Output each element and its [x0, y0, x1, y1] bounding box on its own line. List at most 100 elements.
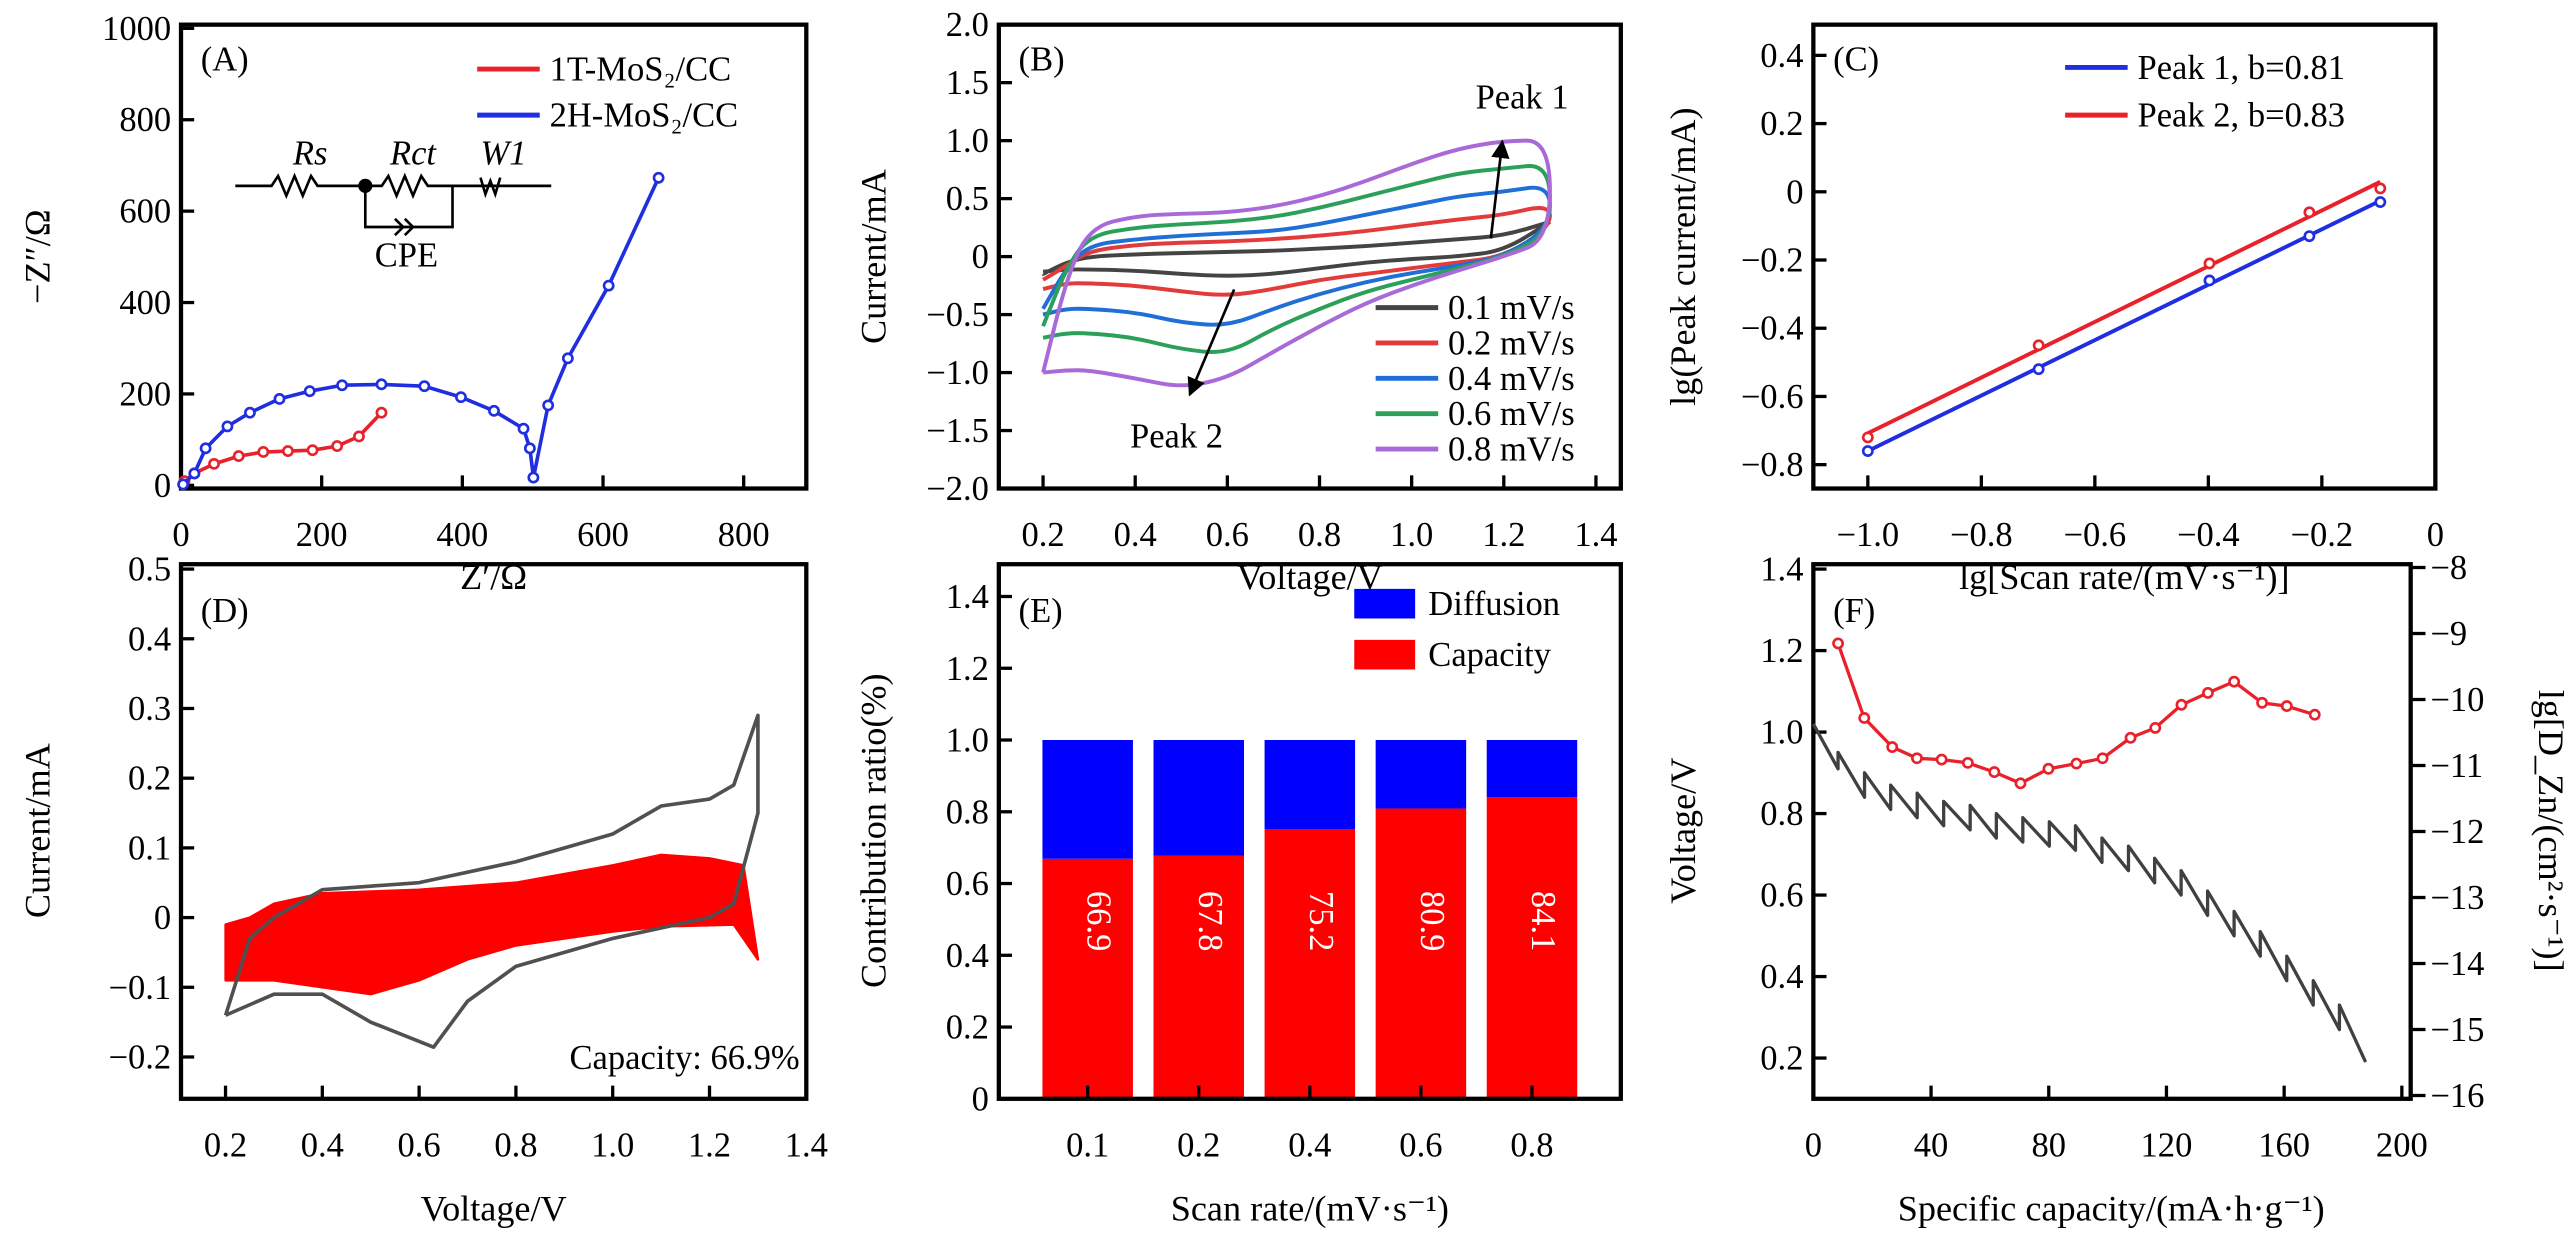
- data-point: [306, 444, 319, 457]
- x-tick-label: 0.6: [1399, 1126, 1442, 1164]
- panel-label: (F): [1833, 592, 1875, 630]
- y-tick-label: 200: [119, 375, 171, 413]
- y-tick-label: 800: [119, 101, 171, 139]
- legend-item-label: 0.2 mV/s: [1448, 324, 1575, 362]
- x-tick-label: 1.4: [1574, 516, 1617, 554]
- bar-capacity: [1153, 855, 1245, 1099]
- y-tick-label: −0.6: [1741, 378, 1804, 416]
- data-point: [2256, 696, 2269, 709]
- gitt-voltage-curve: [1811, 723, 2368, 1063]
- legend-item-label: 0.1 mV/s: [1448, 289, 1575, 327]
- cv-curve-04mVs: [1041, 185, 1552, 327]
- y2-tick-label: −14: [2430, 945, 2484, 983]
- data-point: [2303, 206, 2316, 219]
- circuit-node: [358, 178, 373, 193]
- y-tick-label: 0.6: [1760, 877, 1803, 915]
- panel-label: (D): [201, 592, 249, 630]
- data-point: [1886, 741, 1899, 753]
- total-cv-curve: [223, 713, 760, 1049]
- y2-axis-title: lg[D_Zn/(cm²·s⁻¹)]: [2531, 690, 2567, 972]
- bar-value-label: 75.2: [1302, 891, 1340, 951]
- x-tick-label: 0.2: [1021, 516, 1064, 554]
- panel-e-contribution-ratio: 66.9 0.1 67.8 0.2 75.2 0.4 80.9 0.6 84.1 0.8 0 0.2 0…: [853, 562, 1623, 1229]
- data-point: [1861, 445, 1874, 457]
- x-tick-label: 600: [577, 516, 629, 554]
- plot-frame: [996, 22, 1623, 491]
- legend-item-label: Peak 2, b=0.83: [2138, 97, 2346, 135]
- series-line-1: [181, 177, 661, 486]
- y-tick-label: −0.5: [926, 296, 989, 334]
- y-axis-title: Contribution ratio(%): [853, 673, 893, 988]
- data-point: [2374, 196, 2387, 208]
- y-tick-label: 1.4: [946, 578, 989, 616]
- y-tick-label: 0.4: [946, 937, 989, 975]
- y-tick-label: −0.2: [1741, 242, 1804, 280]
- bar-value-label: 84.1: [1524, 891, 1562, 951]
- panel-b-cv-curves: 0.2 0.4 0.6 0.8 1.0 1.2 1.4 −2.0 −1.5 −1.0 −0.5 0 0.…: [853, 6, 1623, 597]
- x-tick-label: 0.4: [301, 1126, 344, 1164]
- y-axis-title: Current/mA: [853, 169, 893, 344]
- peak-1-arrow: [1489, 139, 1510, 239]
- y-tick-label: −2.0: [926, 470, 989, 508]
- y2-tick-label: −8: [2430, 549, 2467, 587]
- plot-frame: [1811, 22, 2438, 491]
- y2-tick-label: −9: [2430, 615, 2467, 653]
- data-point: [331, 440, 344, 452]
- data-point: [336, 379, 349, 392]
- x-tick-label: 0.8: [494, 1126, 537, 1164]
- data-point: [177, 478, 190, 491]
- data-point: [561, 352, 574, 365]
- legend-item-label: 0.4 mV/s: [1448, 360, 1575, 398]
- y-tick-label: −0.8: [1741, 446, 1804, 484]
- y-tick-label: 0: [972, 238, 989, 276]
- data-point: [2124, 731, 2137, 744]
- data-point: [188, 467, 201, 480]
- data-point: [527, 471, 540, 484]
- bar-capacity: [1042, 858, 1133, 1099]
- plot-frame: [178, 562, 809, 1101]
- data-point: [375, 406, 388, 419]
- bar-diffusion: [1042, 740, 1133, 859]
- data-point: [2202, 686, 2214, 699]
- legend-label: Diffusion: [1428, 585, 1560, 623]
- y-axis-title: lg(Peak current/mA): [1663, 107, 1703, 405]
- peak-2-arrow: [1187, 288, 1236, 397]
- y2-tick-label: −16: [2430, 1077, 2484, 1115]
- y-tick-label: −0.2: [108, 1038, 171, 1076]
- bar-value-label: 67.8: [1191, 891, 1229, 951]
- panel-label: (B): [1019, 41, 1065, 79]
- y-axis-title: −Z″/Ω: [17, 209, 57, 304]
- data-point: [2374, 182, 2387, 195]
- data-point: [208, 457, 220, 470]
- data-point: [652, 171, 665, 184]
- data-point: [2042, 762, 2055, 775]
- data-point: [2032, 363, 2045, 376]
- data-point: [2203, 257, 2216, 270]
- x-tick-label: 1.0: [1390, 516, 1433, 554]
- data-point: [1858, 712, 1871, 724]
- x-tick-label: −0.4: [2177, 516, 2240, 554]
- x-tick-label: 0.4: [1288, 1126, 1331, 1164]
- data-point: [2149, 721, 2162, 734]
- bar-diffusion: [1264, 740, 1356, 829]
- data-point: [2175, 698, 2188, 711]
- y-tick-label: 0.5: [128, 551, 171, 589]
- circuit-label-rct: Rct: [389, 134, 437, 172]
- y-tick-label: 0.1: [128, 829, 171, 867]
- y-tick-label: 1.0: [946, 722, 989, 760]
- bar-capacity: [1375, 808, 1467, 1099]
- data-point: [244, 406, 256, 419]
- data-point: [602, 279, 615, 292]
- data-point: [232, 450, 245, 463]
- data-point: [2032, 339, 2045, 352]
- bar-diffusion: [1486, 740, 1578, 798]
- x-tick-label: 120: [2141, 1126, 2193, 1164]
- legend-swatch: [1354, 588, 1416, 619]
- x-tick-label: 0.6: [1206, 516, 1249, 554]
- data-point: [1935, 753, 1948, 766]
- x-tick-label: 0: [1805, 1126, 1822, 1164]
- y2-tick-label: −10: [2430, 681, 2484, 719]
- x-tick-label: 160: [2258, 1126, 2310, 1164]
- legend-item-label: 0.8 mV/s: [1448, 431, 1575, 469]
